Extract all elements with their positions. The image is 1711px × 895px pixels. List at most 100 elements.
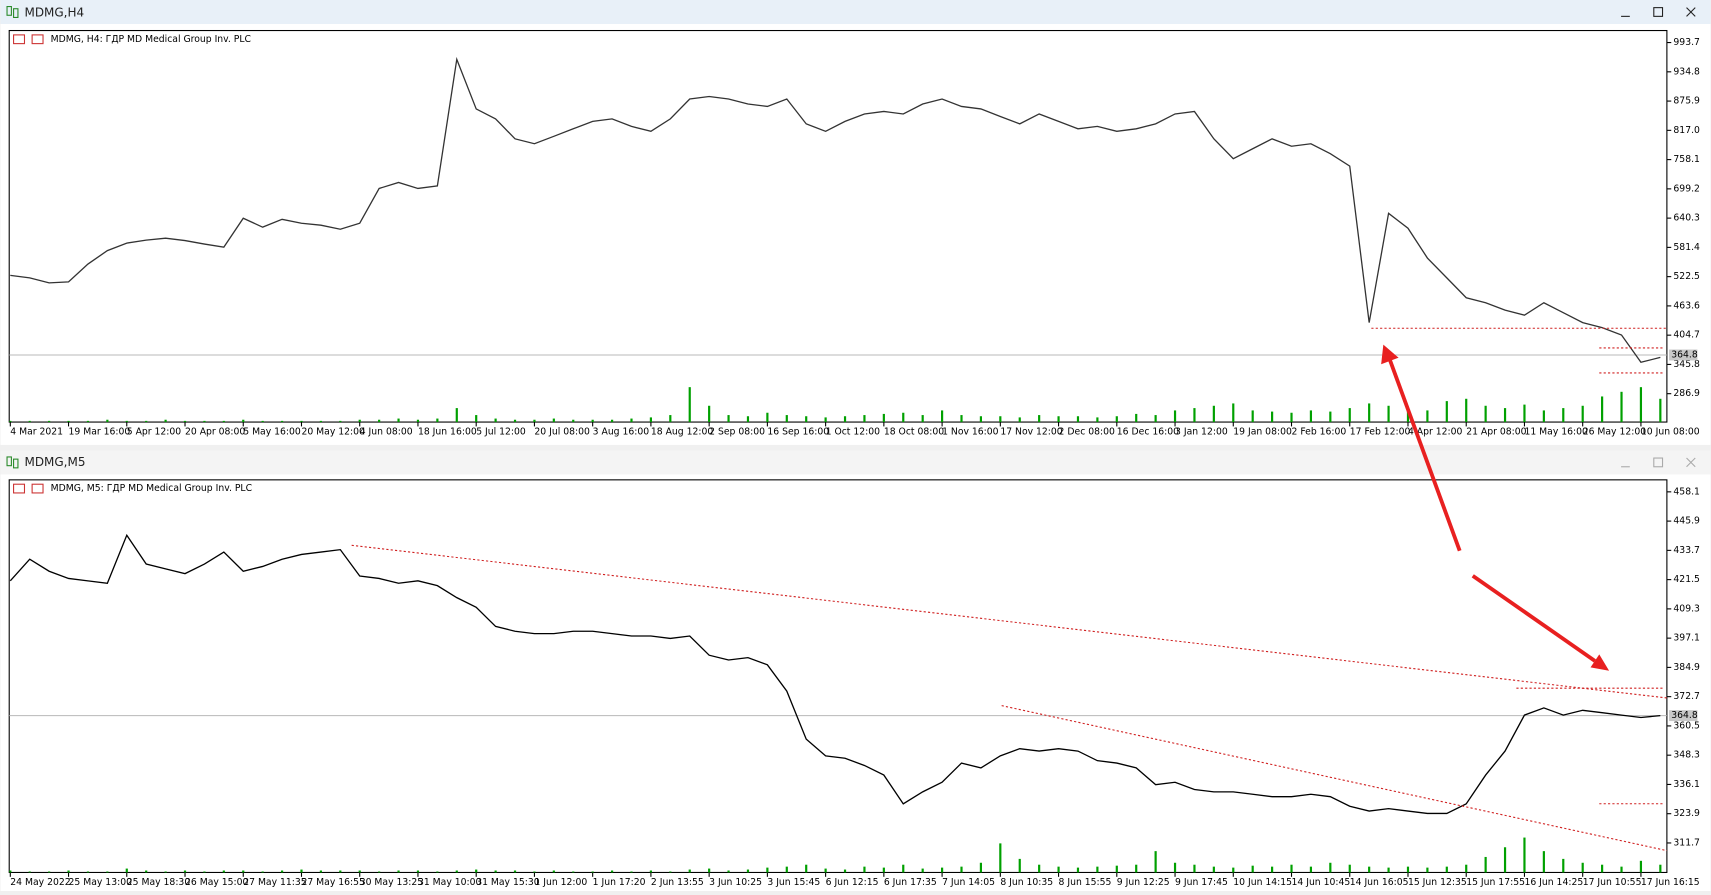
window-buttons[interactable]	[1621, 457, 1696, 468]
volume-bar	[339, 420, 342, 423]
volume-bar	[1135, 413, 1138, 423]
volume-bar	[455, 408, 458, 423]
y-tick-label: 348.3	[1673, 750, 1700, 761]
volume-bar	[1368, 866, 1371, 873]
volume-bar	[1115, 416, 1118, 423]
volume-bar	[1601, 396, 1604, 423]
volume-bar	[1251, 410, 1254, 423]
x-tick-label: 2 Jun 13:55	[651, 877, 704, 888]
volume-bar	[1639, 860, 1643, 873]
x-tick-label: 17 Jun 16:15	[1641, 877, 1700, 888]
volume-bar	[746, 416, 750, 423]
volume-bar	[106, 419, 109, 423]
volume-bar	[261, 420, 264, 423]
volume-bar	[378, 871, 381, 873]
x-tick-label: 9 Jun 12:25	[1117, 877, 1170, 888]
volume-bar	[688, 387, 691, 423]
volume-bar	[9, 870, 12, 873]
volume-bar	[9, 420, 12, 423]
volume-bar	[533, 419, 536, 423]
x-tick-label: 20 May 12:00	[301, 426, 365, 437]
volume-bar	[358, 870, 361, 873]
y-tick-label: 311.7	[1673, 837, 1700, 848]
x-tick-label: 31 May 10:00	[418, 877, 482, 888]
x-tick-label: 20 Jul 08:00	[534, 426, 590, 437]
y-tick-label: 993.7	[1673, 37, 1700, 48]
volume-bar	[630, 871, 633, 873]
volume-bar	[630, 418, 633, 423]
volume-bar	[1503, 408, 1507, 423]
volume-bar	[1620, 391, 1623, 423]
volume-bar	[300, 869, 303, 873]
x-tick-label: 15 Jun 12:35	[1408, 877, 1467, 888]
volume-bar	[708, 405, 711, 423]
volume-bar	[1484, 856, 1487, 873]
x-tick-label: 14 Jun 16:05	[1350, 877, 1409, 888]
volume-bar	[1329, 411, 1332, 423]
x-tick-label: 4 Jun 08:00	[360, 426, 413, 437]
y-tick-label: 875.9	[1673, 96, 1700, 107]
volume-bar	[242, 870, 245, 873]
header-icon	[31, 483, 44, 494]
x-tick-label: 9 Jun 17:45	[1175, 877, 1228, 888]
x-tick-label: 25 May 18:30	[127, 877, 191, 888]
volume-bar	[1057, 416, 1060, 423]
volume-bar	[1038, 415, 1041, 423]
volume-bar	[1290, 864, 1293, 873]
x-tick-label: 20 Apr 08:00	[185, 426, 245, 437]
x-tick-label: 18 Jun 16:00	[418, 426, 477, 437]
volume-bar	[1096, 417, 1099, 423]
x-tick-label: 6 Jun 12:15	[826, 877, 879, 888]
volume-bar	[591, 871, 594, 873]
x-tick-label: 27 May 16:55	[301, 877, 365, 888]
volume-bar	[785, 866, 788, 873]
x-tick-label: 17 Feb 12:00	[1350, 426, 1411, 437]
x-tick-label: 4 Apr 12:00	[1408, 426, 1463, 437]
volume-bar	[1620, 866, 1623, 873]
window-icon	[6, 456, 19, 469]
volume-bar	[436, 871, 439, 873]
title-bar	[0, 450, 1711, 475]
volume-bar	[1096, 866, 1099, 873]
volume-bar	[941, 867, 944, 873]
volume-bar	[203, 871, 206, 873]
y-tick-label: 463.6	[1673, 300, 1700, 311]
x-tick-label: 17 Jun 10:55	[1583, 877, 1642, 888]
header-icon	[31, 34, 44, 45]
volume-bar	[979, 862, 983, 873]
last-price-box	[1669, 349, 1698, 361]
x-tick-label: 6 Jun 17:35	[884, 877, 937, 888]
x-tick-label: 11 May 16:00	[1524, 426, 1588, 437]
volume-bar	[649, 417, 652, 423]
volume-bar	[1271, 866, 1274, 873]
volume-bar	[125, 868, 128, 873]
x-tick-label: 26 May 15:00	[185, 877, 249, 888]
volume-bar	[106, 871, 109, 873]
window-buttons[interactable]	[1621, 7, 1696, 17]
volume-bar	[1484, 405, 1487, 423]
volume-bar	[125, 420, 128, 423]
volume-bar	[960, 415, 963, 423]
window-icon	[6, 5, 19, 18]
y-tick-label: 360.5	[1673, 720, 1700, 731]
volume-bar	[48, 420, 51, 423]
volume-bar	[1445, 866, 1448, 873]
x-tick-label: 31 May 15:30	[476, 877, 540, 888]
volume-bar	[1542, 851, 1545, 873]
volume-bar	[610, 419, 614, 423]
volume-bar	[921, 868, 924, 873]
x-tick-label: 24 May 2022	[10, 877, 70, 888]
plot-area	[8, 29, 1668, 423]
volume-bar	[319, 870, 322, 873]
chart-title: MDMG, M5: ГДР MD Medical Group Inv. PLC	[51, 483, 252, 494]
volume-bar	[28, 420, 31, 423]
volume-bar	[280, 420, 284, 423]
volume-bar	[863, 415, 866, 423]
volume-bar	[1076, 867, 1080, 873]
x-tick-label: 30 May 13:25	[360, 877, 424, 888]
y-tick-label: 817.0	[1673, 125, 1700, 136]
price-line	[9, 533, 1661, 815]
volume-bar	[416, 870, 420, 873]
volume-bar	[552, 418, 555, 423]
volume-bar	[475, 869, 478, 873]
